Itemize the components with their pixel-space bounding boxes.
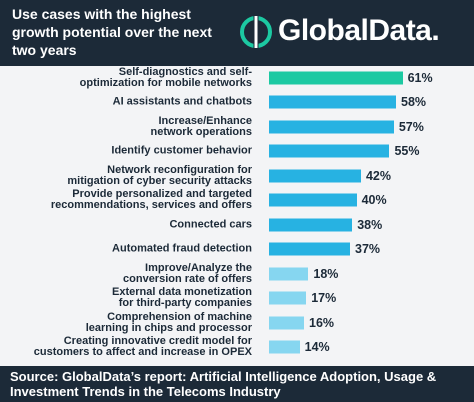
bar <box>269 218 353 232</box>
category-label: Identify customer behavior <box>111 144 252 157</box>
footer: Source: GlobalData’s report: Artificial … <box>0 366 474 402</box>
value-label: 17% <box>311 291 337 306</box>
category-label: Network reconfiguration for mitigation o… <box>67 163 252 187</box>
value-label: 40% <box>361 193 387 208</box>
bar <box>269 267 309 281</box>
category-label: External data monetization for third-par… <box>112 286 252 310</box>
bar <box>269 120 394 134</box>
value-label: 18% <box>313 266 339 281</box>
chart-title: Use cases with the highest growth potent… <box>12 6 212 58</box>
category-label: Creating innovative credit model for cus… <box>33 334 252 358</box>
bar <box>269 169 361 183</box>
bar <box>269 340 300 354</box>
category-label: Provide personalized and targeted recomm… <box>50 188 252 212</box>
bar <box>269 193 357 207</box>
category-label: Self-diagnostics and self- optimization … <box>79 66 252 89</box>
source: Source: GlobalData’s report: Artificial … <box>10 369 437 399</box>
value-label: 57% <box>398 119 424 134</box>
value-label: 61% <box>407 71 433 85</box>
value-label: 14% <box>304 339 330 354</box>
category-label: Connected cars <box>169 218 252 231</box>
value-label: 38% <box>357 217 383 232</box>
value-label: 55% <box>394 144 420 159</box>
category-label: AI assistants and chatbots <box>112 95 252 108</box>
value-label: 37% <box>355 242 381 257</box>
category-label: Increase/Enhance network operations <box>150 114 252 138</box>
logo-icon <box>240 16 272 48</box>
bar <box>269 95 397 109</box>
bar <box>269 242 351 256</box>
value-label: 16% <box>309 315 335 330</box>
bar <box>269 316 305 329</box>
bar <box>269 71 403 85</box>
logo: GlobalData. <box>238 12 474 52</box>
bar <box>269 144 390 158</box>
header: Use cases with the highest growth potent… <box>0 0 474 66</box>
logo-text: GlobalData. <box>278 14 440 47</box>
category-label: Comprehension of machine learning in chi… <box>85 310 252 334</box>
category-label: Automated fraud detection <box>112 242 252 255</box>
category-label: Improve/Analyze the conversion rate of o… <box>123 261 252 285</box>
value-label: 58% <box>401 95 427 110</box>
bar <box>269 291 307 305</box>
value-label: 42% <box>365 168 391 183</box>
